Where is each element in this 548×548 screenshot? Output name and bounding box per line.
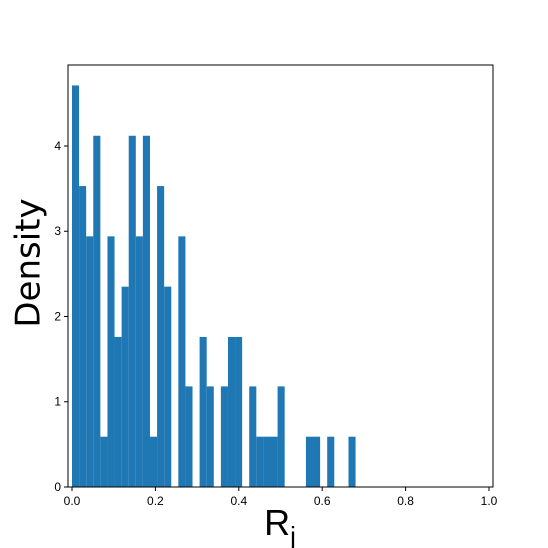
bar [348,436,356,487]
plot-frame [67,64,494,488]
bar [100,436,108,487]
bar [313,436,321,487]
bar [128,135,136,488]
bar [185,386,193,487]
x-label-base: R [264,502,290,543]
bar [256,436,264,487]
bar [270,436,278,487]
y-tick-label: 2 [54,309,61,323]
y-tick-label: 4 [54,139,61,153]
bar [107,236,115,487]
x-tick-label: 1.0 [481,494,498,508]
x-tick-label: 0.4 [230,494,247,508]
bar [142,135,150,488]
bar [220,386,228,487]
x-tick-label: 0.6 [314,494,331,508]
bar [206,386,214,487]
bar [149,436,158,487]
bar [227,336,236,487]
bar [157,186,165,487]
bar [164,286,172,487]
bar [277,386,285,487]
bar [114,336,122,487]
bar [121,286,129,487]
bar [72,85,80,488]
bar [263,436,271,487]
x-axis-label: Rj [264,502,296,548]
y-tick-label: 3 [54,224,61,238]
x-tick-label: 0.0 [64,494,81,508]
y-tick-label: 1 [54,395,61,409]
bar [305,436,314,487]
bar [327,436,335,487]
bar [249,386,257,487]
bar [178,236,186,487]
y-tick-label: 0 [54,480,61,494]
x-tick-label: 0.8 [397,494,414,508]
bar [86,236,94,487]
bar [235,336,243,487]
x-tick-label: 0.2 [147,494,164,508]
bar [199,336,207,487]
bar [93,135,101,488]
y-axis-label: Density [9,198,49,327]
bar [135,236,143,487]
x-label-subscript: j [289,521,296,548]
bar [79,186,87,487]
